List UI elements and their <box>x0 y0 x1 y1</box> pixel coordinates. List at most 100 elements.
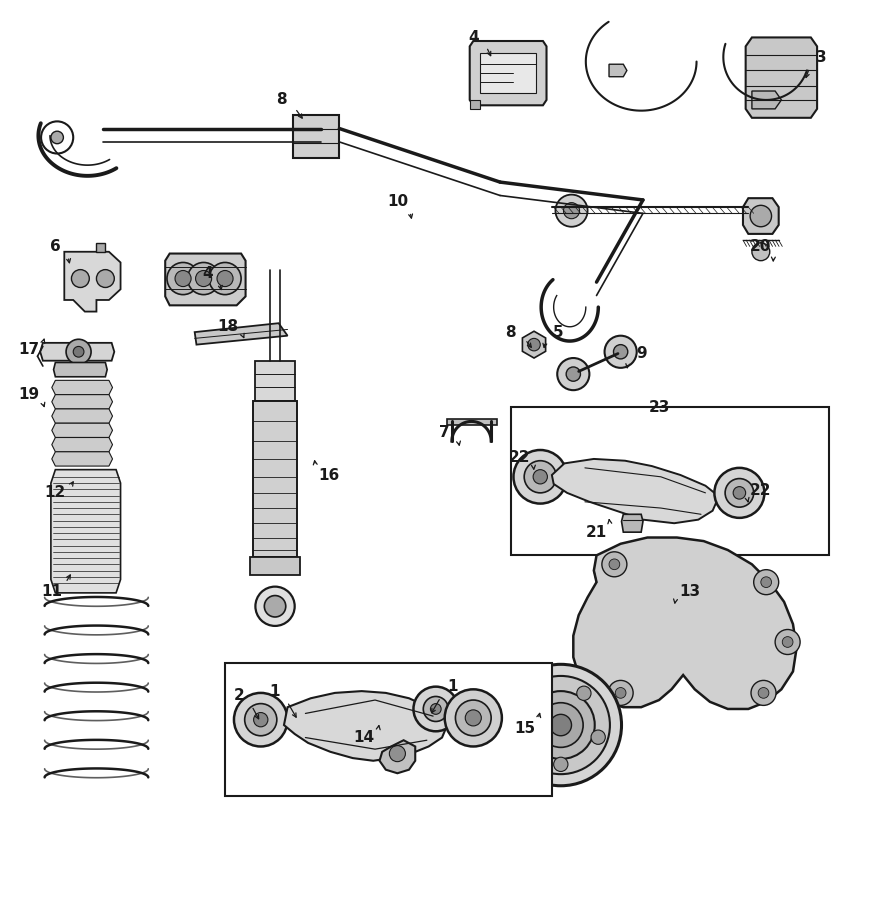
Polygon shape <box>293 115 339 158</box>
Circle shape <box>733 487 746 500</box>
Circle shape <box>538 703 583 747</box>
Polygon shape <box>573 537 797 709</box>
Circle shape <box>530 686 545 700</box>
Circle shape <box>217 271 233 286</box>
Circle shape <box>555 194 588 227</box>
Circle shape <box>605 336 637 368</box>
Circle shape <box>513 450 567 504</box>
Polygon shape <box>380 740 415 773</box>
Circle shape <box>389 745 405 761</box>
Polygon shape <box>743 198 779 234</box>
Polygon shape <box>165 254 246 305</box>
Text: 14: 14 <box>354 730 375 745</box>
Text: 8: 8 <box>276 93 287 107</box>
Polygon shape <box>195 323 288 345</box>
Text: 19: 19 <box>18 387 39 402</box>
Circle shape <box>613 345 628 359</box>
Circle shape <box>66 339 91 365</box>
Circle shape <box>96 270 114 287</box>
Bar <box>511 407 829 555</box>
Circle shape <box>254 713 268 727</box>
Polygon shape <box>96 243 105 252</box>
Circle shape <box>609 559 620 570</box>
Circle shape <box>563 202 580 219</box>
Polygon shape <box>284 691 446 760</box>
Polygon shape <box>51 470 121 593</box>
Text: 22: 22 <box>750 482 772 498</box>
Polygon shape <box>52 423 113 437</box>
Polygon shape <box>52 394 113 409</box>
Polygon shape <box>64 252 121 311</box>
Circle shape <box>445 689 502 746</box>
Text: 13: 13 <box>679 583 700 599</box>
Circle shape <box>234 693 288 746</box>
Polygon shape <box>470 100 480 109</box>
Polygon shape <box>40 343 114 361</box>
Circle shape <box>751 680 776 706</box>
Circle shape <box>71 270 89 287</box>
Circle shape <box>752 243 770 261</box>
Text: 20: 20 <box>750 238 772 254</box>
Circle shape <box>533 470 547 484</box>
Circle shape <box>577 686 591 700</box>
Circle shape <box>73 346 84 357</box>
Text: 1: 1 <box>447 680 458 694</box>
Circle shape <box>209 263 241 294</box>
Circle shape <box>455 700 491 736</box>
Text: 5: 5 <box>553 325 563 339</box>
Circle shape <box>591 730 605 744</box>
Circle shape <box>167 263 199 294</box>
Circle shape <box>566 367 580 382</box>
Text: 10: 10 <box>387 194 408 209</box>
Polygon shape <box>52 381 113 394</box>
Text: 15: 15 <box>514 721 536 736</box>
Text: 3: 3 <box>816 50 827 65</box>
Circle shape <box>188 263 220 294</box>
Polygon shape <box>470 41 547 105</box>
Circle shape <box>608 680 633 706</box>
Text: 18: 18 <box>217 320 238 334</box>
Text: 23: 23 <box>648 400 670 415</box>
Circle shape <box>725 479 754 508</box>
Polygon shape <box>52 409 113 423</box>
Circle shape <box>500 664 622 786</box>
Circle shape <box>754 570 779 595</box>
Polygon shape <box>255 361 295 400</box>
Circle shape <box>175 271 191 286</box>
Polygon shape <box>522 331 546 358</box>
Circle shape <box>465 710 481 726</box>
Text: 12: 12 <box>45 485 66 500</box>
Circle shape <box>245 704 277 736</box>
Text: 2: 2 <box>234 688 245 703</box>
Polygon shape <box>609 64 627 76</box>
Circle shape <box>750 205 772 227</box>
Text: 1: 1 <box>270 684 280 698</box>
Circle shape <box>761 577 772 588</box>
Circle shape <box>782 636 793 647</box>
Circle shape <box>714 468 764 518</box>
Circle shape <box>423 697 448 722</box>
Circle shape <box>413 687 458 732</box>
Polygon shape <box>552 459 719 523</box>
Text: 16: 16 <box>318 467 339 482</box>
Text: 17: 17 <box>18 343 39 357</box>
Circle shape <box>196 271 212 286</box>
Circle shape <box>255 587 295 626</box>
Polygon shape <box>52 437 113 452</box>
Circle shape <box>602 552 627 577</box>
Text: 9: 9 <box>636 346 647 361</box>
Circle shape <box>527 691 595 759</box>
Circle shape <box>264 596 286 617</box>
Text: 4: 4 <box>202 266 213 281</box>
Circle shape <box>512 676 610 774</box>
Text: 7: 7 <box>439 425 450 439</box>
Circle shape <box>516 730 530 744</box>
Text: 4: 4 <box>468 30 479 45</box>
Circle shape <box>528 338 540 351</box>
Polygon shape <box>752 91 781 109</box>
Circle shape <box>775 629 800 654</box>
Text: 22: 22 <box>509 450 530 464</box>
Text: 11: 11 <box>41 583 63 599</box>
Circle shape <box>524 461 556 493</box>
Circle shape <box>430 704 441 715</box>
